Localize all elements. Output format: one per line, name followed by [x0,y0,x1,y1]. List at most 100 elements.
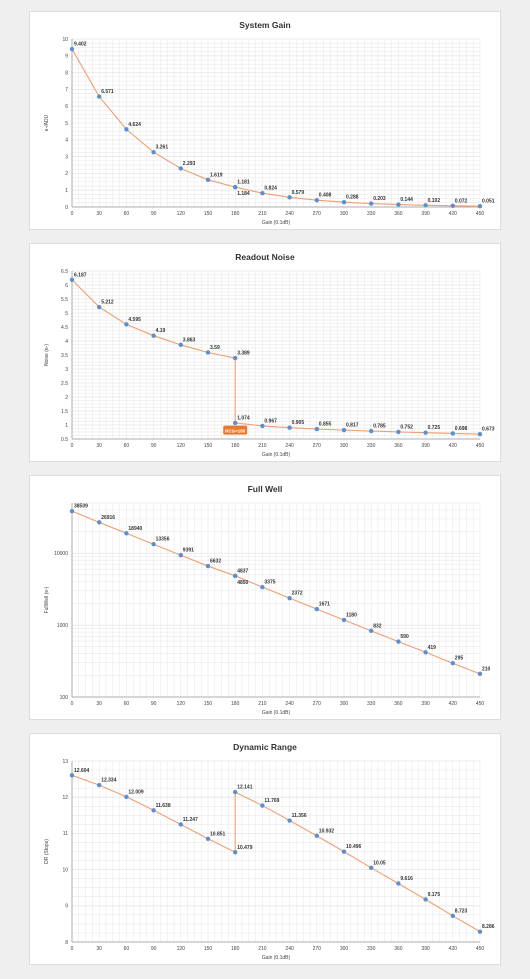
data-label: 3.261 [156,145,169,151]
data-point [423,897,428,902]
data-point [369,201,374,206]
y-axis-label: FullWell (e-) [44,586,50,613]
data-label: 4850 [237,580,248,586]
data-point [450,431,455,436]
data-point [151,150,156,155]
y-tick-label: 1 [65,423,68,429]
data-point [341,617,347,623]
data-label: 0.967 [264,418,277,424]
data-label: 1.181 [237,180,250,186]
x-tick-label: 450 [476,701,485,707]
data-label: 0.725 [428,425,441,431]
data-label: 0.752 [400,424,413,430]
y-axis-label: e-/ADU [44,114,50,131]
x-tick-label: 420 [449,443,458,449]
y-tick-label: 6 [65,283,68,289]
x-tick-label: 30 [96,443,102,449]
data-label: 12.141 [237,785,253,791]
data-label: 5.212 [101,300,114,306]
y-tick-label: 3.5 [61,353,68,359]
y-tick-label: 9 [65,54,68,60]
data-point [260,584,265,590]
data-label: 6632 [210,559,221,565]
x-tick-label: 120 [177,946,186,952]
x-axis-label: Gain (0.1dB) [262,955,291,961]
data-label: 11.638 [156,803,171,809]
data-point [233,789,238,795]
readout-noise-panel: Readout Noise 0 30 60 90 120 150 180 210 240 270 30… [29,243,501,462]
hcg-badge-label: HCG=180 [225,428,246,433]
x-tick-label: 360 [394,946,403,952]
x-tick-label: 390 [421,211,430,217]
y-tick-label: 0.5 [61,437,68,443]
x-tick-label: 90 [151,946,157,952]
data-point [450,913,455,919]
data-label: 1.074 [237,415,250,421]
data-label: 0.102 [428,198,441,204]
y-tick-label: 2.5 [61,381,68,387]
data-point [151,333,156,338]
y-tick-label: 10 [62,37,68,43]
x-tick-label: 330 [367,701,376,707]
data-point [477,671,483,677]
data-point [341,849,347,854]
x-tick-label: 360 [394,211,403,217]
data-point [69,773,75,778]
x-tick-label: 120 [177,443,186,449]
data-point [124,531,129,536]
data-point [97,304,102,310]
data-label: 0.579 [292,190,305,196]
data-point [178,822,183,827]
x-tick-label: 300 [340,946,349,952]
data-label: 1.619 [210,172,223,178]
y-tick-label: 8 [65,70,68,76]
data-point [233,355,238,361]
data-point [205,563,211,569]
data-point [69,277,75,282]
x-tick-label: 300 [340,211,349,217]
data-point [450,661,455,666]
x-tick-label: 420 [449,701,458,707]
data-point [151,808,156,813]
data-point [233,184,238,190]
x-tick-label: 390 [421,946,430,952]
data-label: 9.175 [428,892,441,898]
x-tick-label: 180 [231,946,240,952]
x-tick-label: 150 [204,946,213,952]
data-point [97,782,102,788]
x-tick-label: 420 [449,211,458,217]
x-tick-label: 60 [124,946,130,952]
data-label: 0.288 [346,195,359,201]
x-tick-label: 150 [204,701,213,707]
x-tick-label: 210 [258,701,267,707]
data-point [396,881,401,886]
y-tick-label: 9 [65,904,68,910]
y-tick-label: 1.5 [61,409,68,415]
data-label: 1180 [346,612,357,618]
data-label: 38509 [74,504,88,510]
data-point [369,428,374,434]
data-label: 0.698 [455,426,468,432]
data-label: 6.187 [74,272,87,278]
x-tick-label: 180 [231,701,240,707]
data-point [260,190,265,196]
data-point [97,520,102,525]
data-label: 11.356 [292,813,307,819]
data-point [124,322,129,327]
data-point [423,430,428,435]
data-label: 295 [455,656,464,662]
data-label: 26916 [101,515,115,521]
x-tick-label: 240 [285,701,294,707]
data-point [450,203,455,208]
x-tick-label: 270 [313,701,322,707]
x-tick-label: 0 [71,443,74,449]
data-label: 6.571 [101,89,114,95]
x-tick-label: 450 [476,211,485,217]
data-label: 210 [482,666,491,672]
data-point [97,94,102,99]
y-tick-label: 5 [65,121,68,127]
y-tick-label: 12 [62,795,68,801]
data-label: 0.072 [455,198,468,204]
data-point [396,639,401,644]
